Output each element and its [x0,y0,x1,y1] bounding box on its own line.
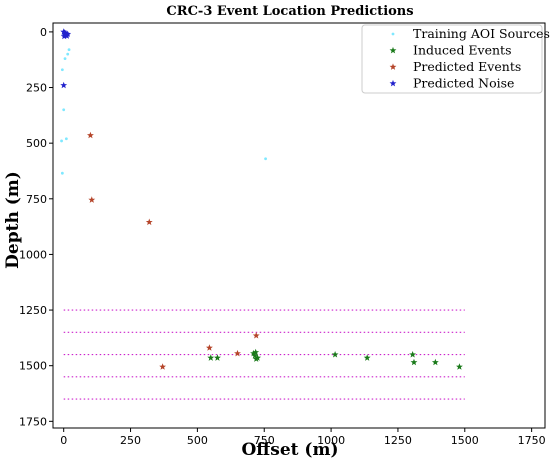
predicted_noise-star [64,30,72,38]
x-tick-label: 750 [254,434,275,447]
training-point [60,68,64,72]
legend-label: Predicted Noise [413,76,514,91]
x-tick-label: 250 [120,434,141,447]
induced-star [252,348,260,356]
induced-star [214,354,221,361]
legend-marker [391,32,395,36]
predicted_noise-star [60,28,68,35]
y-tick-label: 250 [26,82,47,95]
x-tick-label: 1750 [518,434,546,447]
legend-label: Induced Events [413,43,512,58]
training-point [63,57,67,61]
training-point [62,108,66,112]
induced-star [207,354,215,361]
induced-star [409,350,417,358]
y-tick-label: 0 [40,26,47,39]
predicted_noise-star [61,31,69,39]
x-tick-label: 1500 [451,434,479,447]
predicted_events-star [159,363,167,370]
y-axis-label: Depth (m) [3,171,23,269]
predicted_events-star [145,218,153,226]
training-point [60,139,63,143]
predicted_events-star [87,131,94,139]
induced-star [251,352,259,359]
y-tick-label: 1000 [19,248,47,261]
y-tick-label: 500 [26,137,47,150]
x-axis-label: Offset (m) [242,440,339,460]
predicted_noise-star [60,81,68,89]
induced-star [410,358,418,366]
predicted_noise-star [61,29,69,36]
induced-star [331,350,339,358]
induced-star [363,354,371,361]
training-point [67,48,71,52]
chart-title: CRC-3 Event Location Predictions [166,4,413,19]
induced-star [431,358,439,366]
legend-marker [389,63,397,70]
induced-star [250,349,257,357]
predicted_noise-star [60,32,68,40]
y-axis-ticks: 0 250 500 750 1000 1250 1500 1750 [19,26,53,428]
predicted_events-star [234,349,241,357]
induced-star [456,363,463,370]
legend-label: Predicted Events [413,59,521,74]
y-tick-label: 1250 [19,304,47,317]
y-tick-label: 1750 [19,415,47,428]
x-tick-label: 1250 [384,434,412,447]
legend-marker [389,46,397,54]
plot-area [60,28,465,400]
x-axis-ticks: 0 250 500 750 1000 1250 1500 1750 [60,428,546,447]
legend-label: Training AOI Sources [413,26,550,41]
induced-star [254,354,261,361]
predicted_events-star [88,196,96,203]
y-tick-label: 750 [26,193,47,206]
training-point [60,171,64,175]
predicted_events-star [206,344,213,351]
plot-frame [52,22,546,429]
training-point [64,137,68,141]
training-point [66,52,70,56]
legend-marker [389,79,397,87]
y-tick-label: 1500 [19,360,47,373]
x-tick-label: 500 [187,434,208,447]
legend-box [361,24,543,94]
x-tick-label: 0 [60,434,67,447]
x-tick-label: 1000 [317,434,345,447]
predicted_events-star [252,332,260,339]
training-point [264,157,267,161]
